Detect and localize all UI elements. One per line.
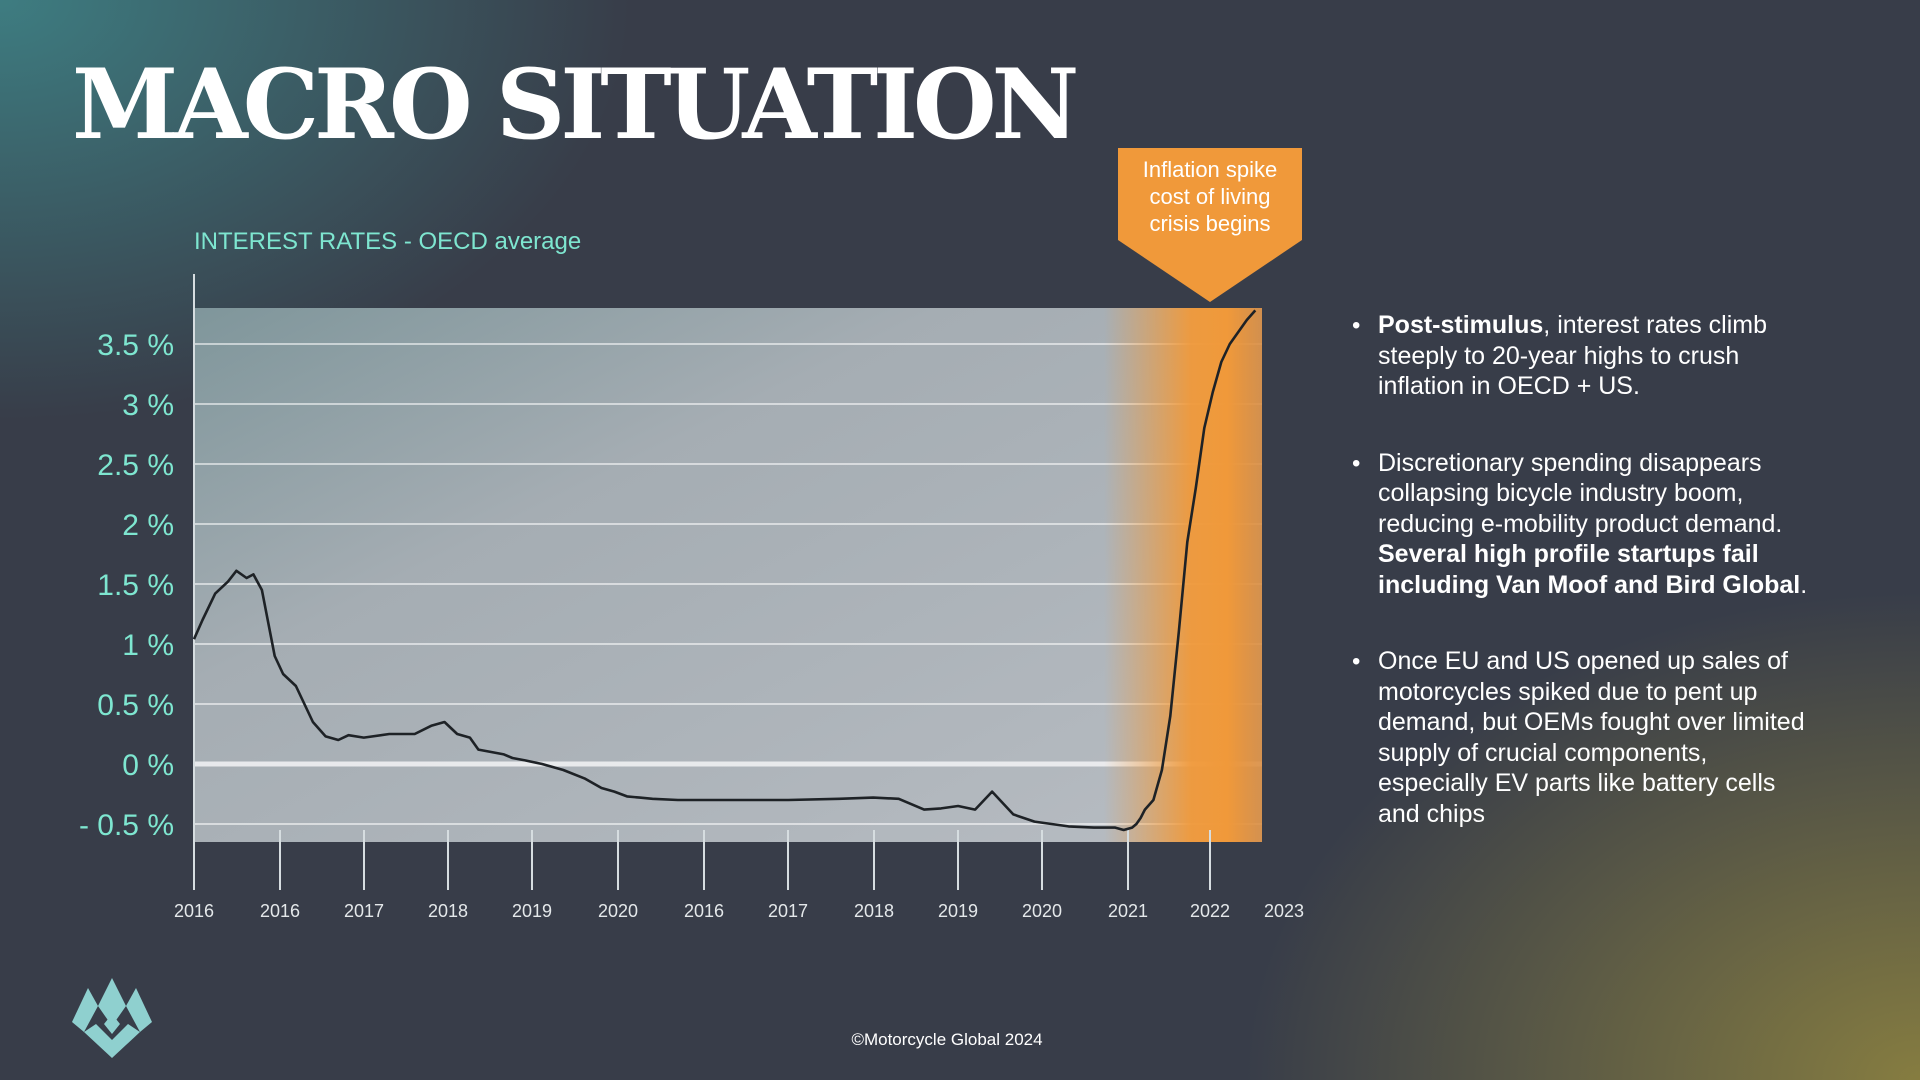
x-tick-label: 2016 <box>684 901 724 921</box>
callout-text: Inflation spike cost of living crisis be… <box>1118 156 1302 237</box>
motorcycle-global-logo-icon <box>72 970 152 1063</box>
y-tick-label: - 0.5 % <box>79 809 174 842</box>
y-tick-label: 2 % <box>122 509 174 542</box>
bullet-text: Once EU and US opened up sales of motorc… <box>1378 647 1805 828</box>
bullet-item: • Once EU and US opened up sales of motor… <box>1352 646 1812 829</box>
y-tick-label: 1 % <box>122 629 174 662</box>
bullet-list: • Post-stimulus, interest rates climb ste… <box>1352 310 1812 875</box>
page-title: MACRO SITUATION <box>72 48 1079 161</box>
plot-area <box>194 308 1262 842</box>
y-tick-label: 3 % <box>122 389 174 422</box>
footer-copyright: ©Motorcycle Global 2024 <box>851 1030 1043 1049</box>
bullet-item: • Post-stimulus, interest rates climb ste… <box>1352 310 1812 402</box>
y-tick-labels: 3.5 % 3 % 2.5 % 2 % 1.5 % 1 % 0.5 % 0 % - 0.5 % <box>79 329 174 842</box>
x-tick-label: 2022 <box>1190 901 1230 921</box>
bullet-text: . <box>1800 570 1808 599</box>
grid-lines <box>194 343 1262 825</box>
x-tick-label: 2020 <box>1022 901 1062 921</box>
callout-arrow-shape <box>1118 148 1302 302</box>
x-tick-label: 2016 <box>174 901 214 921</box>
bullet-item: • Discretionary spending disappears colla… <box>1352 448 1812 601</box>
callout-line: Inflation spike <box>1142 157 1278 182</box>
plot-background <box>194 308 1262 842</box>
y-tick-label: 1.5 % <box>97 569 174 602</box>
callout-line: crisis begins <box>1149 211 1271 236</box>
inflation-callout: Inflation spike cost of living crisis be… <box>1118 148 1302 304</box>
y-tick-label: 3.5 % <box>97 329 174 362</box>
y-tick-label: 0.5 % <box>97 689 174 722</box>
bullet-dot: • <box>1352 312 1361 339</box>
bullet-dot: • <box>1352 648 1361 675</box>
x-tick-label: 2023 <box>1264 901 1304 921</box>
axes <box>193 274 1211 890</box>
bullet-text: Discretionary spending disappears collap… <box>1378 448 1783 538</box>
interest-rate-chart: 3.5 %3 %2.5 %2 %1.5 %1 %0.5 %0 %- 0.5 % … <box>79 274 1304 921</box>
x-tick-label: 2020 <box>598 901 638 921</box>
x-tick-labels: 2016 2016 2017 2018 2019 2020 2016 2017 2018 2019… <box>174 901 1304 921</box>
y-tick-label: 2.5 % <box>97 449 174 482</box>
x-tick-label: 2021 <box>1108 901 1148 921</box>
interest-rate-line <box>192 309 1257 832</box>
x-tick-label: 2019 <box>512 901 552 921</box>
x-tick-label: 2018 <box>428 901 468 921</box>
x-tick-label: 2017 <box>768 901 808 921</box>
y-tick-label: 0 % <box>122 749 174 782</box>
chart-title: INTEREST RATES - OECD average <box>194 228 582 255</box>
callout-line: cost of living <box>1149 184 1271 209</box>
series-line <box>192 309 1257 832</box>
x-tick-label: 2017 <box>344 901 384 921</box>
bullet-emphasis: Several high profile startups fail inclu… <box>1378 540 1801 599</box>
bullet-text: , interest rates climb steeply to 20-yea… <box>1378 311 1767 400</box>
x-tick-label: 2019 <box>938 901 978 921</box>
x-tick-label: 2016 <box>260 901 300 921</box>
x-tick-label: 2018 <box>854 901 894 921</box>
bullet-emphasis: Post-stimulus <box>1378 311 1544 339</box>
bullet-dot: • <box>1352 449 1361 477</box>
